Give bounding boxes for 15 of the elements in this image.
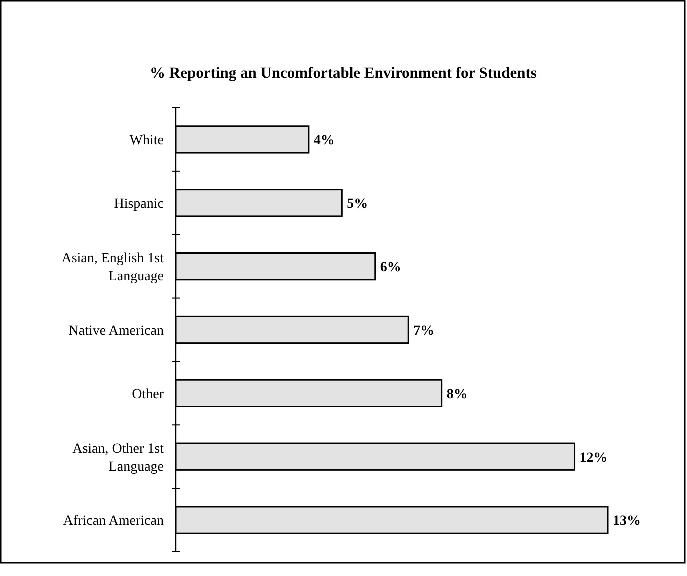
- y-tick-label: White: [130, 134, 164, 149]
- chart-title: % Reporting an Uncomfortable Environment for Students: [150, 65, 537, 82]
- data-label: 8%: [446, 387, 468, 402]
- data-label: 13%: [613, 514, 641, 530]
- y-tick-label: Other: [132, 387, 164, 402]
- y-tick-label: Asian, English 1st Language: [62, 251, 164, 284]
- data-label: 6%: [380, 260, 402, 276]
- y-tick-label: Asian, Other 1st Language: [72, 442, 164, 475]
- data-label: 5%: [347, 197, 368, 212]
- data-label: 4%: [314, 134, 335, 149]
- y-tick-label: African American: [63, 514, 164, 530]
- data-label: 7%: [414, 324, 435, 339]
- data-label: 12%: [580, 450, 608, 466]
- y-tick-label: Hispanic: [114, 197, 164, 212]
- y-tick-label: Native American: [68, 324, 164, 339]
